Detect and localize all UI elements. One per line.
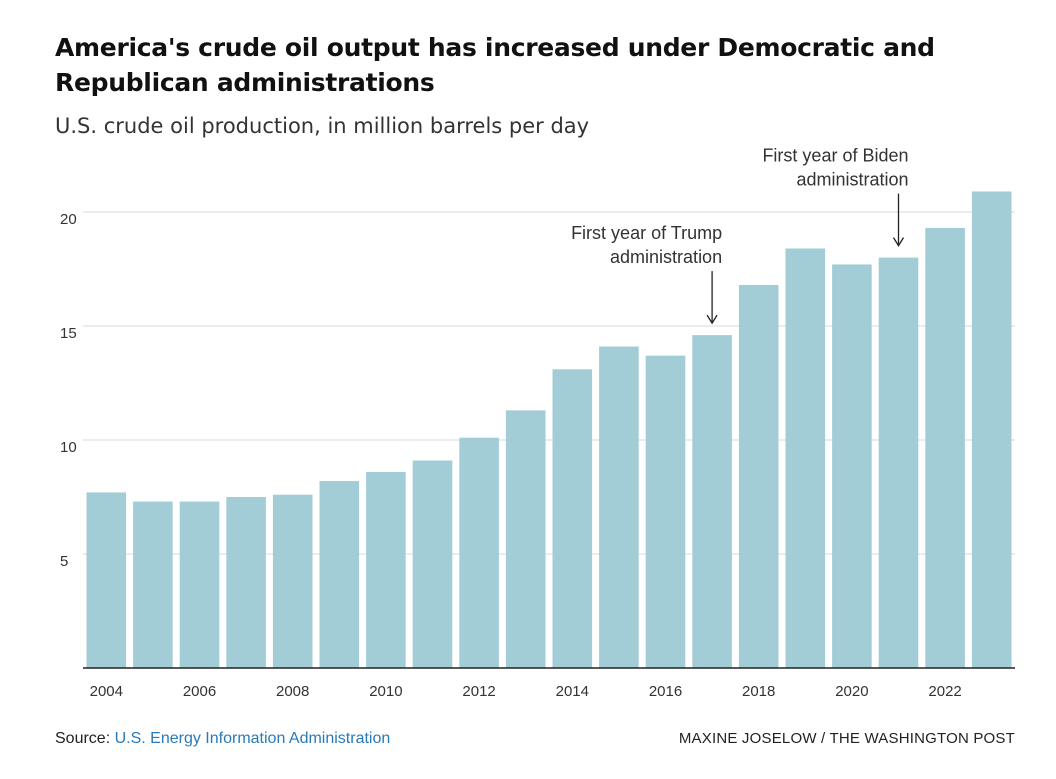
- source-note: Source: U.S. Energy Information Administ…: [55, 730, 390, 748]
- source-link[interactable]: U.S. Energy Information Administration: [114, 730, 391, 747]
- x-tick-label: 2022: [928, 683, 961, 700]
- annotation-text: administration: [796, 170, 908, 190]
- chart-subtitle: U.S. crude oil production, in million ba…: [55, 114, 590, 138]
- x-tick-label: 2004: [90, 683, 123, 700]
- bar: [738, 284, 779, 668]
- x-tick-label: 2008: [276, 683, 309, 700]
- bar: [226, 497, 266, 668]
- bar: [599, 346, 639, 668]
- y-tick-label: 20: [60, 211, 77, 228]
- annotation-text: First year of Trump: [571, 223, 722, 243]
- bar: [505, 410, 546, 668]
- x-tick-label: 2016: [649, 683, 682, 700]
- bar: [878, 257, 919, 668]
- bar: [133, 501, 173, 668]
- x-tick-label: 2006: [183, 683, 216, 700]
- x-tick-label: 2010: [369, 683, 402, 700]
- bar: [971, 191, 1012, 669]
- x-tick-label: 2012: [462, 683, 495, 700]
- credit-line: MAXINE JOSELOW / THE WASHINGTON POST: [678, 730, 1015, 747]
- annotation-arrowhead: [892, 237, 905, 247]
- bar: [692, 335, 732, 668]
- source-label: Source:: [55, 730, 111, 747]
- x-tick-label: 2018: [742, 683, 775, 700]
- x-tick-label: 2020: [835, 683, 868, 700]
- bar: [366, 471, 406, 668]
- bar: [179, 501, 220, 668]
- bar: [272, 494, 313, 668]
- bar: [832, 264, 872, 668]
- bar: [459, 437, 499, 668]
- bar: [412, 460, 453, 668]
- bar: [785, 248, 826, 669]
- bar: [319, 481, 360, 668]
- bar: [925, 227, 965, 668]
- x-tick-label: 2014: [556, 683, 589, 700]
- chart-title: America's crude oil output has increased…: [55, 33, 935, 97]
- annotation-text: First year of Biden: [762, 146, 908, 166]
- bar: [552, 369, 593, 668]
- y-tick-label: 15: [60, 325, 77, 342]
- bar: [645, 355, 686, 668]
- annotation-text: administration: [610, 247, 722, 267]
- y-tick-label: 10: [60, 439, 77, 456]
- bar: [86, 492, 127, 668]
- y-tick-label: 5: [60, 553, 68, 570]
- annotation-arrowhead: [706, 314, 718, 325]
